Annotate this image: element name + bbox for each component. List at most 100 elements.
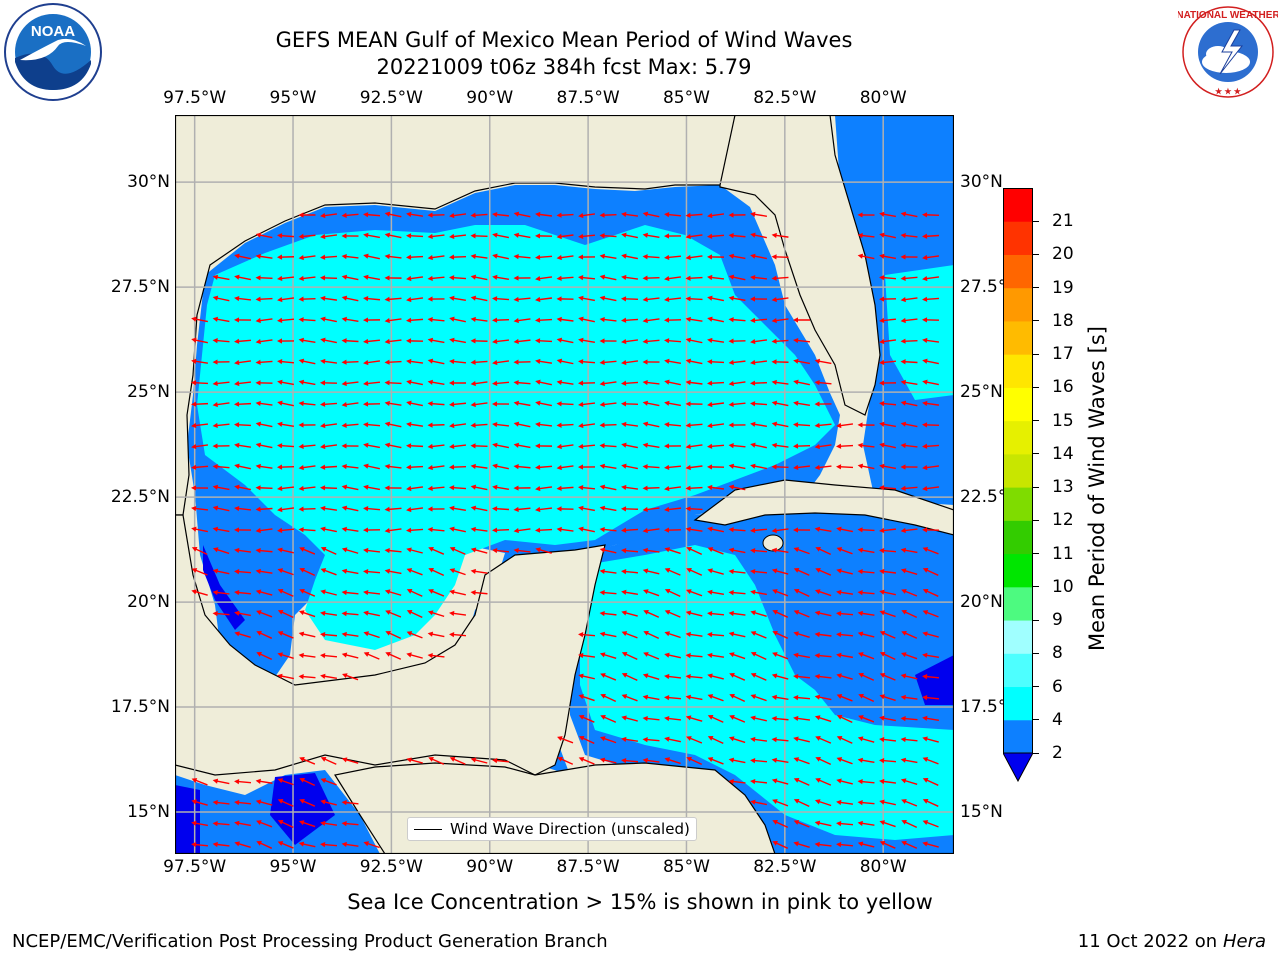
wave-direction-arrow xyxy=(578,715,595,723)
wave-direction-arrow xyxy=(664,631,681,639)
arrow-shaft xyxy=(903,717,918,721)
wave-direction-arrow xyxy=(814,401,832,407)
arrow-shaft xyxy=(258,423,273,428)
arrow-head xyxy=(922,337,928,344)
wave-direction-arrow xyxy=(578,735,595,745)
wave-direction-arrow xyxy=(492,338,510,345)
arrow-head xyxy=(750,589,756,595)
wave-direction-arrow xyxy=(191,820,209,827)
arrow-shaft xyxy=(602,758,617,764)
arrow-head xyxy=(363,212,369,218)
wave-direction-arrow xyxy=(320,422,338,429)
arrow-shaft xyxy=(430,402,445,406)
wave-direction-arrow xyxy=(212,401,230,408)
wave-direction-arrow xyxy=(814,443,832,450)
wave-direction-arrow xyxy=(685,526,703,532)
arrow-shaft xyxy=(602,213,617,216)
wave-direction-arrow xyxy=(363,631,380,639)
arrow-shaft xyxy=(903,360,918,364)
arrow-head xyxy=(664,485,670,492)
wave-direction-arrow xyxy=(621,421,639,428)
arrow-head xyxy=(320,380,326,386)
arrow-shaft xyxy=(559,528,574,532)
arrow-shaft xyxy=(645,213,660,218)
arrow-head xyxy=(470,484,477,490)
arrow-shaft xyxy=(344,570,359,575)
wave-direction-arrow xyxy=(664,443,682,449)
wave-direction-arrow xyxy=(277,464,295,470)
arrow-head xyxy=(320,568,327,574)
arrow-head xyxy=(234,820,240,826)
arrow-head xyxy=(728,527,734,533)
wave-direction-arrow xyxy=(642,359,660,365)
lon-label-top: 87.5°W xyxy=(556,88,620,108)
arrow-shaft xyxy=(387,213,402,218)
arrow-shaft xyxy=(280,842,294,849)
arrow-head xyxy=(879,694,885,700)
arrow-head xyxy=(341,338,347,344)
wave-direction-arrow xyxy=(750,401,768,407)
arrow-head xyxy=(750,568,756,575)
pacific-low-period xyxy=(175,773,335,854)
wave-direction-arrow xyxy=(707,632,725,638)
arrow-shaft xyxy=(494,549,510,553)
arrow-shaft xyxy=(344,486,359,491)
arrow-shaft xyxy=(839,695,853,702)
arrow-head xyxy=(255,568,261,574)
arrow-shaft xyxy=(752,549,768,553)
wave-direction-arrow xyxy=(599,568,617,575)
arrow-head xyxy=(298,527,304,533)
arrow-head xyxy=(578,652,584,659)
arrow-shaft xyxy=(838,633,854,637)
wave-direction-arrow xyxy=(341,253,359,260)
wave-direction-arrow xyxy=(686,756,703,765)
arrow-head xyxy=(707,526,713,532)
arrow-shaft xyxy=(193,507,209,511)
arrow-head xyxy=(384,400,390,406)
wave-direction-arrow xyxy=(427,254,445,261)
arrow-head xyxy=(427,275,433,281)
wave-direction-arrow xyxy=(255,400,273,407)
arrow-shaft xyxy=(301,611,316,618)
lon-label-bottom: 97.5°W xyxy=(163,857,227,877)
map-legend: Wind Wave Direction (unscaled) xyxy=(407,817,697,841)
arrow-shaft xyxy=(236,612,251,617)
arrow-shaft xyxy=(623,570,639,574)
lon-label-bottom: 90°W xyxy=(466,857,514,877)
arrow-head xyxy=(771,379,777,386)
arrow-shaft xyxy=(279,444,295,448)
arrow-head xyxy=(685,715,692,721)
arrow-shaft xyxy=(322,843,338,847)
wave-direction-arrow xyxy=(578,212,596,219)
wave-direction-arrow xyxy=(793,358,810,365)
arrow-head xyxy=(793,547,800,553)
wave-direction-arrow xyxy=(556,506,574,512)
wave-direction-arrow xyxy=(320,316,337,323)
wave-direction-arrow xyxy=(771,379,789,386)
arrow-shaft xyxy=(258,549,273,553)
arrow-shaft xyxy=(602,381,617,385)
arrow-head xyxy=(685,296,691,302)
arrow-head xyxy=(191,568,198,573)
arrow-shaft xyxy=(236,381,252,385)
wave-direction-arrow xyxy=(341,821,359,827)
arrow-shaft xyxy=(537,402,552,407)
arrow-shaft xyxy=(666,696,682,700)
arrow-head xyxy=(815,756,821,762)
arrow-shaft xyxy=(645,318,660,322)
wave-direction-arrow xyxy=(277,673,294,680)
arrow-head xyxy=(922,422,928,428)
arrow-shaft xyxy=(882,631,896,639)
arrow-head xyxy=(642,568,649,574)
arrow-head xyxy=(621,651,628,657)
arrow-shaft xyxy=(408,318,424,322)
wave-direction-arrow xyxy=(771,421,789,428)
arrow-head xyxy=(492,380,498,386)
arrow-head xyxy=(772,840,778,846)
arrow-head xyxy=(191,589,197,595)
arrow-head xyxy=(599,443,605,449)
wave-direction-arrow xyxy=(685,694,703,701)
wave-direction-arrow xyxy=(191,485,209,491)
arrow-shaft xyxy=(731,528,746,532)
arrow-shaft xyxy=(795,654,810,659)
